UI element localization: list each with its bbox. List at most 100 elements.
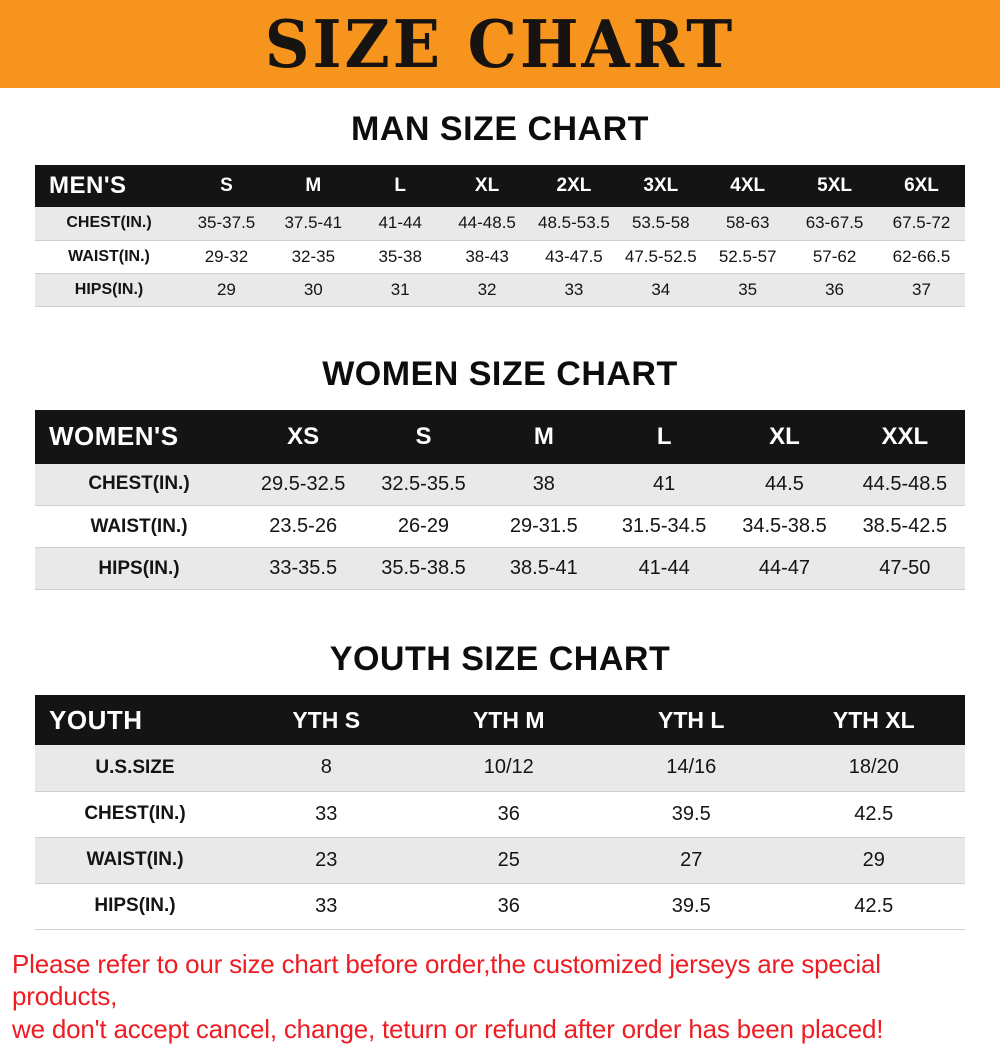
cell-value: 31 bbox=[357, 273, 444, 306]
row-label: HIPS(IN.) bbox=[35, 273, 183, 306]
cell-value: 44-47 bbox=[724, 548, 844, 590]
order-policy-line-1: Please refer to our size chart before or… bbox=[12, 948, 990, 1013]
cell-value: 53.5-58 bbox=[617, 207, 704, 240]
cell-value: 25 bbox=[418, 837, 601, 883]
cell-value: 52.5-57 bbox=[704, 240, 791, 273]
cell-value: 14/16 bbox=[600, 745, 783, 791]
cell-value: 29 bbox=[783, 837, 966, 883]
cell-value: 32.5-35.5 bbox=[363, 464, 483, 506]
row-label: HIPS(IN.) bbox=[35, 548, 243, 590]
column-header: S bbox=[183, 165, 270, 207]
cell-value: 37 bbox=[878, 273, 965, 306]
column-header: L bbox=[357, 165, 444, 207]
cell-value: 67.5-72 bbox=[878, 207, 965, 240]
cell-value: 29 bbox=[183, 273, 270, 306]
column-header: 4XL bbox=[704, 165, 791, 207]
table-header-label: YOUTH bbox=[35, 695, 235, 745]
cell-value: 39.5 bbox=[600, 883, 783, 929]
column-header: 3XL bbox=[617, 165, 704, 207]
cell-value: 35 bbox=[704, 273, 791, 306]
cell-value: 41-44 bbox=[357, 207, 444, 240]
cell-value: 8 bbox=[235, 745, 418, 791]
cell-value: 47.5-52.5 bbox=[617, 240, 704, 273]
cell-value: 30 bbox=[270, 273, 357, 306]
man-size-chart-heading: MAN SIZE CHART bbox=[0, 110, 1000, 149]
cell-value: 31.5-34.5 bbox=[604, 506, 724, 548]
order-policy-note: Please refer to our size chart before or… bbox=[12, 948, 990, 1045]
cell-value: 29-31.5 bbox=[484, 506, 604, 548]
column-header: L bbox=[604, 410, 724, 464]
column-header: M bbox=[270, 165, 357, 207]
row-label: WAIST(IN.) bbox=[35, 506, 243, 548]
cell-value: 47-50 bbox=[845, 548, 965, 590]
column-header: XL bbox=[444, 165, 531, 207]
cell-value: 39.5 bbox=[600, 791, 783, 837]
cell-value: 62-66.5 bbox=[878, 240, 965, 273]
cell-value: 36 bbox=[418, 791, 601, 837]
cell-value: 36 bbox=[418, 883, 601, 929]
size-chart-banner: SIZE CHART bbox=[0, 0, 1000, 88]
cell-value: 23 bbox=[235, 837, 418, 883]
cell-value: 38.5-42.5 bbox=[845, 506, 965, 548]
row-label: CHEST(IN.) bbox=[35, 791, 235, 837]
cell-value: 35-37.5 bbox=[183, 207, 270, 240]
row-label: WAIST(IN.) bbox=[35, 240, 183, 273]
cell-value: 37.5-41 bbox=[270, 207, 357, 240]
cell-value: 33-35.5 bbox=[243, 548, 363, 590]
cell-value: 36 bbox=[791, 273, 878, 306]
column-header: YTH S bbox=[235, 695, 418, 745]
cell-value: 38-43 bbox=[444, 240, 531, 273]
cell-value: 42.5 bbox=[783, 883, 966, 929]
cell-value: 10/12 bbox=[418, 745, 601, 791]
cell-value: 44.5 bbox=[724, 464, 844, 506]
row-label: CHEST(IN.) bbox=[35, 464, 243, 506]
order-policy-line-2: we don't accept cancel, change, teturn o… bbox=[12, 1013, 990, 1045]
cell-value: 18/20 bbox=[783, 745, 966, 791]
row-label: HIPS(IN.) bbox=[35, 883, 235, 929]
cell-value: 32 bbox=[444, 273, 531, 306]
cell-value: 26-29 bbox=[363, 506, 483, 548]
cell-value: 32-35 bbox=[270, 240, 357, 273]
cell-value: 27 bbox=[600, 837, 783, 883]
column-header: 5XL bbox=[791, 165, 878, 207]
cell-value: 29-32 bbox=[183, 240, 270, 273]
cell-value: 34.5-38.5 bbox=[724, 506, 844, 548]
cell-value: 43-47.5 bbox=[531, 240, 618, 273]
cell-value: 63-67.5 bbox=[791, 207, 878, 240]
row-label: CHEST(IN.) bbox=[35, 207, 183, 240]
cell-value: 38.5-41 bbox=[484, 548, 604, 590]
cell-value: 34 bbox=[617, 273, 704, 306]
cell-value: 35.5-38.5 bbox=[363, 548, 483, 590]
row-label: U.S.SIZE bbox=[35, 745, 235, 791]
table-header-label: MEN'S bbox=[35, 165, 183, 207]
youth-size-chart-heading: YOUTH SIZE CHART bbox=[0, 640, 1000, 679]
cell-value: 33 bbox=[531, 273, 618, 306]
column-header: M bbox=[484, 410, 604, 464]
cell-value: 42.5 bbox=[783, 791, 966, 837]
cell-value: 44-48.5 bbox=[444, 207, 531, 240]
cell-value: 48.5-53.5 bbox=[531, 207, 618, 240]
column-header: XS bbox=[243, 410, 363, 464]
cell-value: 57-62 bbox=[791, 240, 878, 273]
column-header: 2XL bbox=[531, 165, 618, 207]
cell-value: 33 bbox=[235, 791, 418, 837]
women-size-chart-heading: WOMEN SIZE CHART bbox=[0, 355, 1000, 394]
cell-value: 33 bbox=[235, 883, 418, 929]
cell-value: 58-63 bbox=[704, 207, 791, 240]
cell-value: 23.5-26 bbox=[243, 506, 363, 548]
column-header: XXL bbox=[845, 410, 965, 464]
